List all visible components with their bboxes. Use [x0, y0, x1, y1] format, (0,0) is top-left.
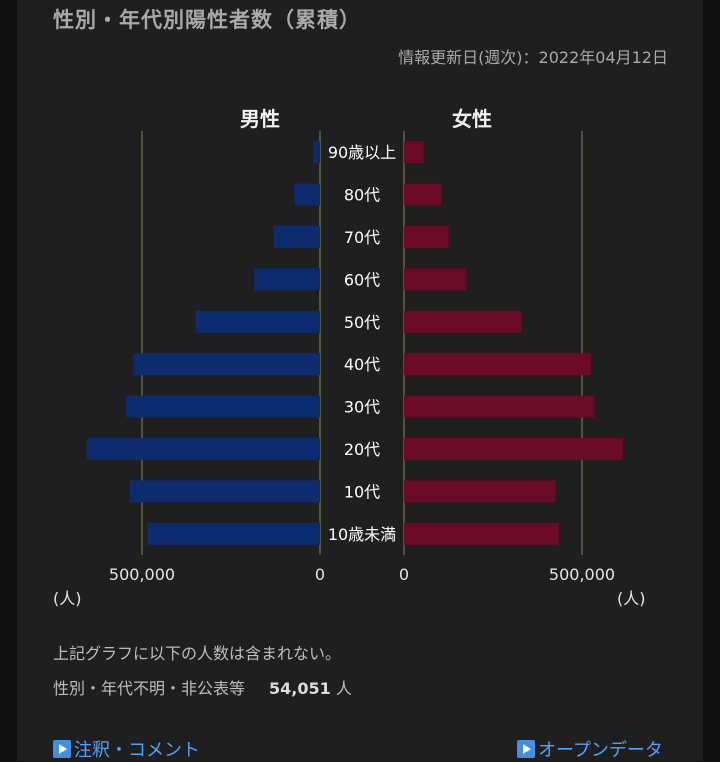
female-bar	[404, 353, 591, 376]
male-bar	[125, 395, 320, 418]
female-bar	[404, 183, 442, 206]
age-category-label: 50代	[344, 313, 380, 332]
age-category-label: 90歳以上	[328, 143, 396, 162]
female-unit-label: (人)	[617, 589, 646, 608]
age-category-label: 10歳未満	[328, 525, 396, 544]
population-pyramid-chart: 90歳以上 80代 70代 60代 50代 40代 30代 20代 10代 10歳未満 500,00…	[86, 131, 623, 584]
male-bar	[294, 183, 320, 206]
unknown-count-row: 性別・年代不明・非公表等 54,051 人	[53, 675, 352, 699]
page-title: 性別・年代別陽性者数（累積）	[53, 8, 361, 32]
unknown-count-value: 54,051	[269, 679, 331, 698]
chart-panel	[17, 0, 703, 761]
male-bar	[254, 268, 320, 291]
x-tick-label: 500,000	[549, 565, 615, 584]
male-bar	[133, 353, 320, 376]
unknown-count-label: 性別・年代不明・非公表等	[53, 679, 246, 698]
age-category-label: 70代	[344, 228, 380, 247]
play-icon	[53, 740, 71, 758]
male-bar	[273, 226, 320, 248]
notes-comments-link[interactable]: 注釈・コメント	[53, 736, 200, 762]
female-bar	[404, 395, 595, 418]
female-bar	[404, 226, 449, 248]
age-category-label: 10代	[344, 482, 380, 501]
notes-comments-label: 注釈・コメント	[74, 740, 200, 761]
age-category-label: 30代	[344, 398, 380, 417]
male-bar	[86, 438, 320, 460]
unknown-count-unit: 人	[335, 679, 352, 698]
play-icon	[517, 740, 535, 758]
open-data-link[interactable]: オープンデータ	[517, 736, 663, 762]
female-bar	[404, 268, 467, 291]
age-category-label: 40代	[344, 355, 380, 374]
female-bar	[404, 522, 559, 545]
male-unit-label: (人)	[53, 589, 82, 608]
x-tick-label: 0	[315, 565, 325, 584]
male-bar	[129, 480, 320, 503]
note-text: 上記グラフに以下の人数は含まれない。	[53, 644, 342, 663]
x-tick-label: 0	[399, 565, 409, 584]
age-category-label: 20代	[344, 440, 380, 459]
male-bar	[195, 310, 320, 333]
male-bar	[147, 522, 320, 545]
male-bar	[312, 141, 320, 164]
update-date: 情報更新日(週次)：2022年04月12日	[398, 48, 668, 67]
female-bar	[404, 438, 623, 460]
female-bar	[404, 141, 424, 164]
female-bar	[404, 310, 522, 333]
female-label: 女性	[452, 107, 492, 131]
age-category-label: 80代	[344, 186, 380, 205]
open-data-label: オープンデータ	[538, 740, 663, 761]
x-tick-label: 500,000	[109, 565, 175, 584]
age-category-label: 60代	[344, 270, 380, 289]
male-label: 男性	[240, 107, 280, 131]
female-bar	[404, 480, 556, 503]
